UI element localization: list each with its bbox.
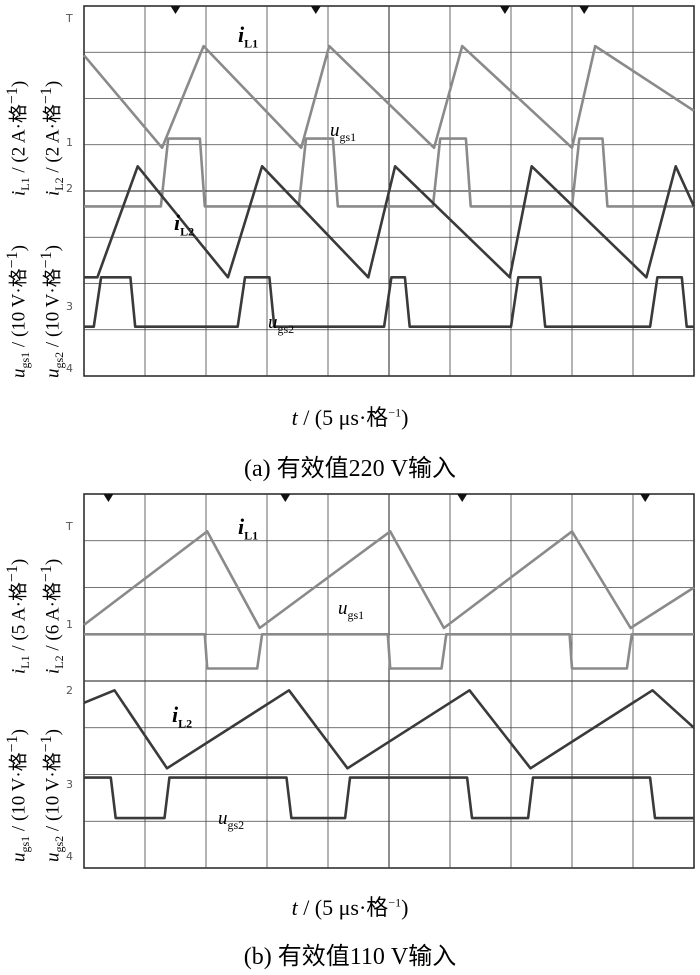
signal-label-a-il2: iL2 [174,210,195,239]
trace-a-ugs2 [84,275,694,329]
channel-marker-b-1: 1 [66,618,73,631]
signal-label-b-il1: iL1 [238,514,259,543]
ylabel-b-2: iL2 / (6 A·格−1) [38,558,67,674]
panel-b: iL1 / (5 A·格−1) iL2 / (6 A·格−1) ugs1 / (… [0,490,700,975]
trace-b-iL1 [83,530,695,630]
channel-marker-a-3: 3 [66,300,73,313]
trace-b-ugs1 [84,633,694,670]
ylabel-a-2: iL2 / (2 A·格−1) [38,80,67,196]
trace-b-iL2 [83,689,695,770]
scope-b [83,493,695,869]
panel-a: iL1 / (2 A·格−1) iL2 / (2 A·格−1) ugs1 / (… [4,5,696,482]
xlabel-b: t / (5 μs·格−1) [291,895,409,920]
trace-a-iL1 [83,44,695,150]
trigger-marker-b-0 [103,494,114,502]
signal-label-a-ugs2: ugs2 [268,312,295,336]
scope-a [83,5,696,377]
ylabel-b-4: ugs2 / (10 V·格−1) [38,729,67,862]
trigger-marker-b-3 [640,494,651,502]
trigger-marker-a-0 [170,6,181,14]
scope-a-svg [83,5,696,377]
signal-label-b-ugs2: ugs2 [218,808,245,832]
trace-a-iL2 [84,165,696,279]
caption-b: (b) 有效值110 V输入 [243,944,457,970]
channel-marker-b-4: 4 [66,850,73,863]
scope-b-svg [83,493,695,869]
xlabel-a: t / (5 μs·格−1) [291,405,409,430]
trigger-marker-a-3 [579,6,590,14]
channel-marker-a-2: 2 [66,182,73,195]
ylabel-a-1: iL1 / (2 A·格−1) [4,80,33,196]
ylabel-a-4: ugs2 / (10 V·格−1) [38,245,67,378]
signal-label-a-il1: iL1 [238,22,259,51]
channel-marker-a-1: 1 [66,136,73,149]
signal-label-a-ugs1: ugs1 [330,120,357,144]
channel-marker-b-2: 2 [66,684,73,697]
ylabel-a-3: ugs1 / (10 V·格−1) [4,245,33,378]
trigger-marker-a-1 [310,6,321,14]
channel-marker-a-4: 4 [66,362,73,375]
trigger-marker-b-1 [280,494,291,502]
caption-a: (a) 有效值220 V输入 [244,456,456,482]
ylabel-b-1: iL1 / (5 A·格−1) [4,558,33,674]
trace-b-ugs2 [84,776,694,820]
signal-label-b-il2: iL2 [172,702,193,731]
signal-label-b-ugs1: ugs1 [338,598,365,622]
trigger-marker-b-2 [457,494,468,502]
ylabel-b-3: ugs1 / (10 V·格−1) [4,729,33,862]
channel-marker-b-t: T [66,520,73,533]
channel-marker-b-3: 3 [66,778,73,791]
channel-marker-a-t: T [66,12,73,25]
trigger-marker-a-2 [499,6,510,14]
